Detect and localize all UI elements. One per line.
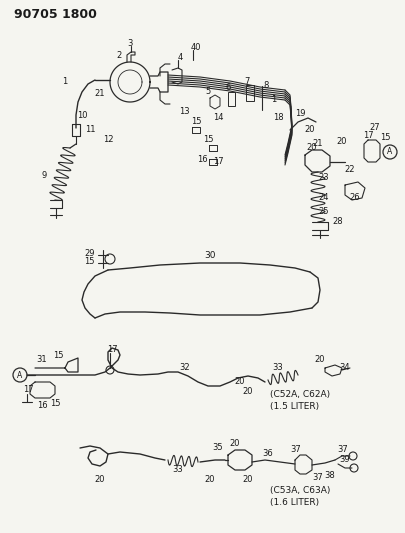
Text: 20: 20 (337, 138, 347, 147)
Text: 35: 35 (213, 442, 223, 451)
Text: 8: 8 (263, 80, 269, 90)
Text: 21: 21 (95, 90, 105, 99)
Text: 15: 15 (203, 135, 213, 144)
Text: 15: 15 (85, 257, 95, 266)
Text: 31: 31 (37, 356, 47, 365)
Text: 26: 26 (350, 193, 360, 203)
Text: 17: 17 (363, 131, 373, 140)
Text: 15: 15 (191, 117, 201, 126)
Text: 20: 20 (243, 475, 253, 484)
Text: A: A (387, 148, 392, 157)
Text: 6: 6 (225, 84, 231, 93)
Text: 3: 3 (127, 39, 133, 49)
Text: 33: 33 (173, 465, 183, 474)
Text: 1: 1 (271, 94, 277, 103)
Text: 19: 19 (295, 109, 305, 117)
Text: 13: 13 (179, 108, 189, 117)
Bar (228, 92, 235, 106)
Text: 7: 7 (244, 77, 250, 85)
Text: 16: 16 (37, 400, 47, 409)
Text: 4: 4 (177, 53, 183, 62)
Text: 90705 1800: 90705 1800 (14, 7, 97, 20)
Text: (C52A, C62A): (C52A, C62A) (270, 391, 330, 400)
Text: 37: 37 (291, 446, 301, 455)
Text: 10: 10 (77, 110, 87, 119)
Text: 20: 20 (307, 143, 317, 152)
Text: 37: 37 (338, 445, 348, 454)
Text: 17: 17 (213, 157, 223, 166)
Text: 25: 25 (319, 207, 329, 216)
Text: 23: 23 (319, 174, 329, 182)
Text: (1.6 LITER): (1.6 LITER) (270, 497, 319, 506)
Text: 15: 15 (50, 400, 60, 408)
Text: 20: 20 (205, 475, 215, 484)
Text: (1.5 LITER): (1.5 LITER) (270, 402, 319, 411)
Text: 37: 37 (313, 473, 323, 482)
Text: 40: 40 (191, 44, 201, 52)
Text: 22: 22 (345, 166, 355, 174)
Text: 20: 20 (230, 440, 240, 448)
Text: 21: 21 (313, 139, 323, 148)
Text: 15: 15 (53, 351, 63, 360)
Text: 16: 16 (197, 156, 207, 165)
Text: 15: 15 (380, 133, 390, 141)
Text: 20: 20 (95, 475, 105, 484)
Text: 20: 20 (235, 377, 245, 386)
Text: 34: 34 (340, 362, 350, 372)
Text: 38: 38 (325, 472, 335, 481)
Text: 30: 30 (204, 251, 216, 260)
Text: 33: 33 (273, 364, 283, 373)
Text: 29: 29 (85, 248, 95, 257)
Text: 12: 12 (103, 135, 113, 144)
Text: 39: 39 (340, 456, 350, 464)
Text: 14: 14 (213, 114, 223, 123)
Text: 1: 1 (62, 77, 68, 86)
Text: 20: 20 (305, 125, 315, 134)
Text: 36: 36 (262, 448, 273, 457)
Text: 5: 5 (205, 87, 211, 96)
Text: 24: 24 (319, 193, 329, 203)
Text: 20: 20 (315, 356, 325, 365)
Text: 17: 17 (23, 385, 33, 394)
Text: 11: 11 (85, 125, 95, 134)
Text: A: A (17, 370, 23, 379)
Text: 32: 32 (180, 364, 190, 373)
Text: 18: 18 (273, 114, 283, 123)
Text: 2: 2 (116, 52, 121, 61)
Text: 20: 20 (243, 387, 253, 397)
Text: 27: 27 (370, 124, 380, 133)
Text: (C53A, C63A): (C53A, C63A) (270, 486, 330, 495)
Text: 17: 17 (107, 345, 117, 354)
Text: 28: 28 (333, 217, 343, 227)
Text: 9: 9 (41, 171, 47, 180)
Bar (246, 85, 254, 101)
